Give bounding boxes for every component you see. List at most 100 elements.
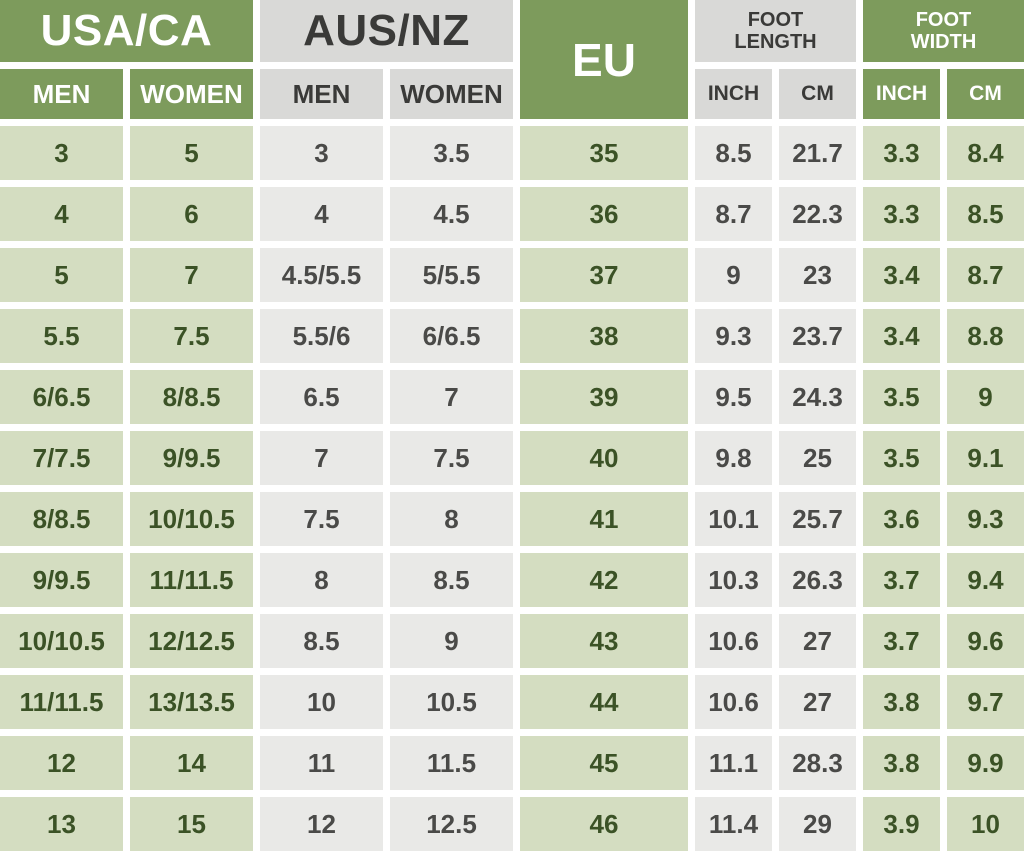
table-cell: 25 — [779, 431, 856, 485]
table-cell: 6 — [130, 187, 253, 241]
table-cell: 9.3 — [695, 309, 772, 363]
table-cell: 7.5 — [390, 431, 513, 485]
table-cell: 9.1 — [947, 431, 1024, 485]
table-cell: 8/8.5 — [130, 370, 253, 424]
table-cell: 8.7 — [947, 248, 1024, 302]
table-cell: 11.5 — [390, 736, 513, 790]
table-cell: 9/9.5 — [130, 431, 253, 485]
table-cell: 8.8 — [947, 309, 1024, 363]
table-cell: 10.5 — [390, 675, 513, 729]
table-cell: 10/10.5 — [0, 614, 123, 668]
table-cell: 8.5 — [260, 614, 383, 668]
table-cell: 8.7 — [695, 187, 772, 241]
table-cell: 9/9.5 — [0, 553, 123, 607]
table-cell: 3.9 — [863, 797, 940, 851]
table-cell: 10.1 — [695, 492, 772, 546]
table-cell: 41 — [520, 492, 688, 546]
table-cell: 3.6 — [863, 492, 940, 546]
table-cell: 28.3 — [779, 736, 856, 790]
table-cell: 27 — [779, 614, 856, 668]
table-cell: 23.7 — [779, 309, 856, 363]
table-cell: 42 — [520, 553, 688, 607]
table-cell: 3.3 — [863, 126, 940, 180]
table-cell: 40 — [520, 431, 688, 485]
subheader-usa-men: MEN — [0, 69, 123, 119]
table-cell: 13/13.5 — [130, 675, 253, 729]
header-foot-length-label: FOOT LENGTH — [734, 8, 817, 53]
table-cell: 9.6 — [947, 614, 1024, 668]
header-eu: EU — [520, 0, 688, 119]
table-cell: 9.5 — [695, 370, 772, 424]
table-cell: 12 — [260, 797, 383, 851]
table-cell: 23 — [779, 248, 856, 302]
table-cell: 3.5 — [390, 126, 513, 180]
table-cell: 5.5/6 — [260, 309, 383, 363]
header-usa-ca: USA/CA — [0, 0, 253, 62]
table-cell: 14 — [130, 736, 253, 790]
subheader-length-cm: CM — [779, 69, 856, 119]
table-cell: 11.4 — [695, 797, 772, 851]
table-cell: 36 — [520, 187, 688, 241]
table-cell: 27 — [779, 675, 856, 729]
table-cell: 10.6 — [695, 675, 772, 729]
header-foot-length: FOOT LENGTH — [695, 0, 856, 62]
table-cell: 8 — [260, 553, 383, 607]
header-foot-width: FOOT WIDTH — [863, 0, 1024, 62]
table-cell: 9 — [947, 370, 1024, 424]
table-cell: 5 — [0, 248, 123, 302]
table-cell: 11.1 — [695, 736, 772, 790]
table-cell: 3.3 — [863, 187, 940, 241]
header-foot-width-label: FOOT WIDTH — [910, 8, 977, 53]
table-cell: 3 — [0, 126, 123, 180]
table-cell: 7 — [390, 370, 513, 424]
table-cell: 9.7 — [947, 675, 1024, 729]
table-cell: 8.5 — [695, 126, 772, 180]
table-cell: 7.5 — [130, 309, 253, 363]
table-cell: 11 — [260, 736, 383, 790]
table-cell: 9.9 — [947, 736, 1024, 790]
table-cell: 12/12.5 — [130, 614, 253, 668]
table-cell: 25.7 — [779, 492, 856, 546]
table-cell: 15 — [130, 797, 253, 851]
table-cell: 5/5.5 — [390, 248, 513, 302]
table-cell: 37 — [520, 248, 688, 302]
table-cell: 12 — [0, 736, 123, 790]
table-cell: 12.5 — [390, 797, 513, 851]
table-cell: 44 — [520, 675, 688, 729]
table-cell: 3.4 — [863, 309, 940, 363]
table-cell: 7 — [130, 248, 253, 302]
table-cell: 9.3 — [947, 492, 1024, 546]
table-cell: 35 — [520, 126, 688, 180]
table-cell: 38 — [520, 309, 688, 363]
table-cell: 7 — [260, 431, 383, 485]
table-cell: 6.5 — [260, 370, 383, 424]
table-cell: 21.7 — [779, 126, 856, 180]
table-cell: 10 — [947, 797, 1024, 851]
table-cell: 11/11.5 — [130, 553, 253, 607]
table-cell: 3.7 — [863, 614, 940, 668]
table-cell: 5 — [130, 126, 253, 180]
table-cell: 10/10.5 — [130, 492, 253, 546]
table-cell: 3.5 — [863, 431, 940, 485]
table-cell: 4.5 — [390, 187, 513, 241]
table-cell: 5.5 — [0, 309, 123, 363]
table-cell: 9 — [695, 248, 772, 302]
table-cell: 26.3 — [779, 553, 856, 607]
subheader-width-cm: CM — [947, 69, 1024, 119]
table-cell: 22.3 — [779, 187, 856, 241]
table-cell: 24.3 — [779, 370, 856, 424]
table-cell: 7/7.5 — [0, 431, 123, 485]
table-cell: 7.5 — [260, 492, 383, 546]
table-cell: 3.7 — [863, 553, 940, 607]
table-cell: 9 — [390, 614, 513, 668]
table-cell: 4 — [0, 187, 123, 241]
table-cell: 39 — [520, 370, 688, 424]
table-cell: 4.5/5.5 — [260, 248, 383, 302]
table-cell: 45 — [520, 736, 688, 790]
table-cell: 11/11.5 — [0, 675, 123, 729]
table-cell: 3.8 — [863, 675, 940, 729]
subheader-usa-women: WOMEN — [130, 69, 253, 119]
subheader-aus-women: WOMEN — [390, 69, 513, 119]
table-cell: 3 — [260, 126, 383, 180]
